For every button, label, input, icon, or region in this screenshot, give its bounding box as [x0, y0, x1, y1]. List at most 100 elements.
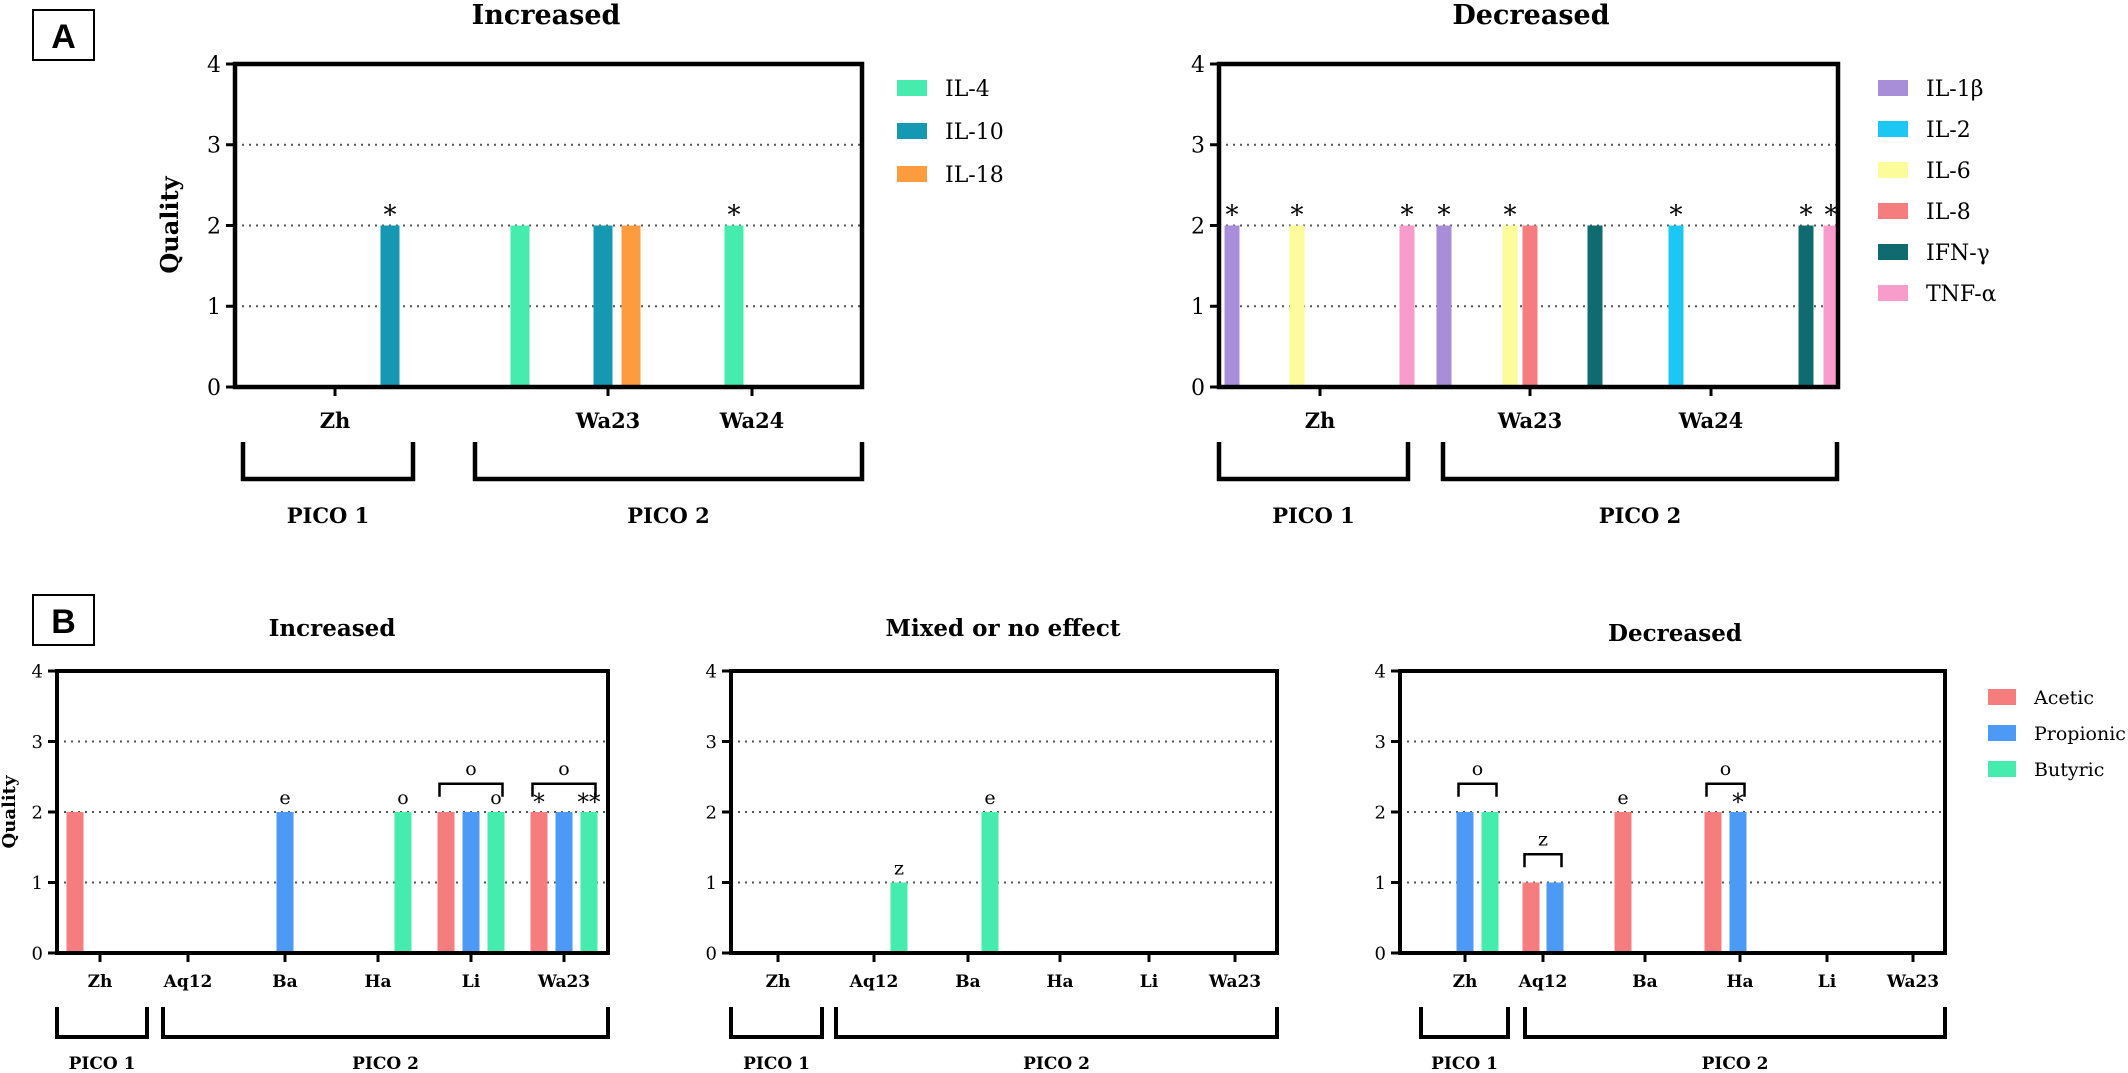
legend-swatch [897, 123, 927, 139]
group-brace [834, 1007, 1279, 1039]
bar-annotation: * [384, 201, 397, 231]
significance-bracket [1705, 782, 1746, 797]
group-brace [240, 442, 416, 482]
bar-annotation: z [894, 858, 904, 880]
chart-1: * * 0 1 2 3 4 Zh Wa23 Wa24 Increased Quality PICO 1 P… [155, 0, 1004, 528]
legend-label: IL-6 [1926, 159, 1971, 184]
chart-title: Increased [472, 0, 621, 31]
significance-bracket [531, 782, 597, 797]
y-tick-label: 0 [32, 943, 43, 964]
x-tick-label: Ba [1632, 972, 1657, 992]
legend-label: IL-4 [945, 77, 990, 102]
legend-label: IL-2 [1926, 118, 1971, 143]
panel-b-letter: B [51, 603, 76, 641]
group-brace [1440, 442, 1840, 482]
bracket-annotation: o [1720, 758, 1731, 780]
chart-title: Decreased [1452, 0, 1609, 31]
x-tick-label: Zh [766, 972, 791, 992]
legend-label: Propionic [2034, 723, 2126, 745]
legend-swatch [1878, 162, 1908, 178]
bar [530, 812, 548, 953]
x-tick-label: Ba [272, 972, 297, 992]
bar [510, 225, 530, 387]
x-tick-label: Ba [955, 972, 980, 992]
group-label: PICO 2 [1702, 1054, 1769, 1073]
x-tick-label: Aq12 [1518, 972, 1568, 992]
bar [1704, 812, 1722, 953]
y-tick-label: 4 [1375, 661, 1386, 682]
bar [724, 225, 744, 387]
y-tick-label: 0 [1191, 376, 1205, 401]
chart-legend: IL-1β IL-2 IL-6 IL-8 IFN-γ TNF-α [1878, 77, 1997, 307]
panel-a-label: A [32, 9, 95, 61]
bracket-annotation: z [1538, 828, 1548, 850]
chart-4: z e 0 1 2 3 4 Zh Aq12 Ba Ha Li Wa23 Mixed or no effec… [706, 615, 1279, 1073]
bracket-annotation: o [465, 758, 476, 780]
bar [1289, 225, 1305, 387]
bar-annotation: * [1438, 201, 1451, 231]
y-tick-label: 3 [706, 732, 717, 753]
x-tick-label: Ha [1046, 972, 1073, 992]
bar [981, 812, 999, 953]
legend-label: Acetic [2033, 687, 2094, 709]
y-tick-label: 2 [207, 214, 221, 239]
group-label: PICO 2 [352, 1054, 419, 1073]
bar [1668, 225, 1684, 387]
x-tick-label: Ha [1726, 972, 1753, 992]
y-tick-label: 3 [32, 732, 43, 753]
bar [1587, 225, 1603, 387]
bar-annotation: * [1825, 201, 1838, 231]
chart-legend: IL-4 IL-10 IL-18 [897, 77, 1004, 188]
y-axis-label: Quality [0, 775, 20, 848]
legend-label: IL-10 [945, 120, 1004, 145]
group-label: PICO 2 [1023, 1054, 1090, 1073]
bar-annotation: * [1732, 790, 1744, 816]
x-tick-label: Aq12 [163, 972, 213, 992]
y-tick-label: 4 [207, 53, 221, 78]
bar-annotation: * [1800, 201, 1813, 231]
bar [1456, 812, 1474, 953]
legend-swatch [1878, 203, 1908, 219]
bar [66, 812, 84, 953]
bar [1436, 225, 1452, 387]
bar-annotation: e [1617, 787, 1628, 809]
x-tick-label: Zh [88, 972, 113, 992]
bracket-annotation: o [558, 758, 569, 780]
group-label: PICO 2 [1599, 503, 1682, 528]
legend-swatch [1988, 761, 2016, 777]
bar [437, 812, 455, 953]
significance-bracket [438, 782, 504, 797]
legend-label: IFN-γ [1926, 241, 1990, 266]
legend-swatch [1878, 285, 1908, 301]
plot-frame [55, 669, 610, 955]
group-brace [1523, 1007, 1947, 1039]
bar [487, 812, 505, 953]
y-tick-label: 0 [1375, 943, 1386, 964]
y-tick-label: 3 [207, 134, 221, 159]
group-brace [729, 1007, 824, 1039]
legend-swatch [897, 80, 927, 96]
y-tick-label: 1 [207, 295, 221, 320]
y-tick-label: 0 [207, 376, 221, 401]
y-tick-label: 0 [706, 943, 717, 964]
panel-a-letter: A [51, 18, 76, 56]
y-axis-label: Quality [155, 175, 184, 273]
legend-swatch [1878, 244, 1908, 260]
bar [580, 812, 598, 953]
x-tick-label: Li [1818, 972, 1837, 992]
y-tick-label: 4 [1191, 53, 1205, 78]
bar [1546, 882, 1564, 953]
group-label: PICO 1 [743, 1054, 810, 1073]
group-label: PICO 1 [69, 1054, 136, 1073]
bar-annotation: ** [578, 790, 602, 816]
x-tick-label: Ha [364, 972, 391, 992]
y-tick-label: 4 [706, 661, 717, 682]
y-tick-label: 3 [1375, 732, 1386, 753]
bar-annotation: * [533, 790, 545, 816]
group-label: PICO 1 [1272, 503, 1355, 528]
bar-annotation: * [1670, 201, 1683, 231]
bar [394, 812, 412, 953]
bar-annotation: e [984, 787, 995, 809]
